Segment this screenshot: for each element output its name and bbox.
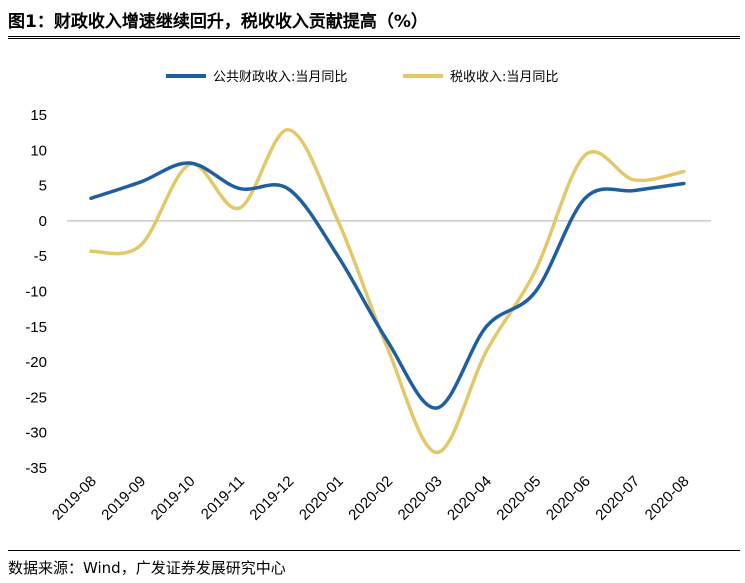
y-tick-label: -35 [25, 460, 47, 477]
source-top-rule [8, 550, 740, 551]
x-tick-label: 2020-01 [296, 473, 347, 524]
y-tick-label: -25 [25, 389, 47, 406]
y-tick-label: -30 [25, 425, 47, 442]
title-bottom-rule [8, 38, 740, 39]
y-tick-label: 10 [30, 142, 47, 159]
y-tick-label: -10 [25, 284, 47, 301]
y-tick-label: 0 [39, 213, 47, 230]
y-tick-label: -20 [25, 354, 47, 371]
x-tick-label: 2020-06 [543, 473, 594, 524]
x-tick-label: 2020-05 [493, 473, 544, 524]
x-tick-label: 2019-09 [98, 473, 149, 524]
x-tick-label: 2019-12 [246, 473, 297, 524]
x-tick-label: 2020-02 [345, 473, 396, 524]
x-tick-label: 2019-08 [49, 473, 100, 524]
y-tick-label: 5 [39, 178, 47, 195]
chart-title: 图1：财政收入增速继续回升，税收收入贡献提高（%） [8, 12, 428, 32]
series-line-tax-revenue [89, 128, 686, 455]
series-line-fiscal-revenue [89, 161, 686, 410]
title-top-rule [8, 36, 740, 37]
x-tick-label: 2020-03 [395, 473, 446, 524]
legend-label: 公共财政收入:当月同比 [213, 70, 347, 85]
x-tick-label: 2019-10 [148, 473, 199, 524]
x-tick-label: 2019-11 [198, 473, 248, 523]
y-tick-label: 15 [30, 107, 47, 124]
y-axis: 15 10 5 0 -5 -10 -15 -20 -25 -30 -35 [25, 107, 47, 477]
y-tick-label: -15 [25, 319, 47, 336]
x-tick-label: 2020-04 [444, 473, 495, 524]
series-lines [89, 128, 686, 455]
source-note: 数据来源：Wind，广发证券发展研究中心 [8, 559, 286, 577]
x-tick-label: 2020-07 [592, 473, 643, 524]
legend: 公共财政收入:当月同比 税收收入:当月同比 [166, 70, 558, 85]
x-tick-label: 2020-08 [642, 473, 693, 524]
legend-label: 税收收入:当月同比 [450, 70, 558, 85]
y-tick-label: -5 [34, 248, 47, 265]
